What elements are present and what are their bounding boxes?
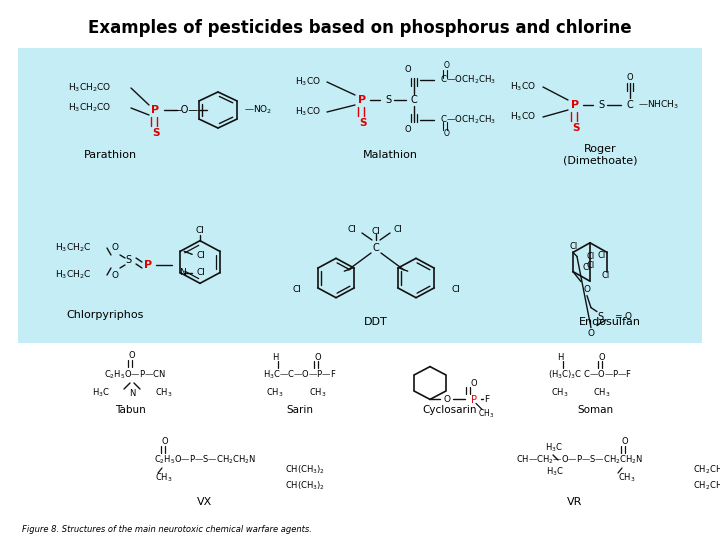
Text: $\mathsf{CH_3}$: $\mathsf{CH_3}$ [593,387,611,399]
Text: O: O [588,329,595,338]
Text: O: O [444,130,450,138]
Text: $\mathsf{C—OCH_2CH_3}$: $\mathsf{C—OCH_2CH_3}$ [440,74,496,86]
Text: Parathion: Parathion [84,150,137,160]
Text: O: O [405,65,411,75]
Text: O: O [129,350,135,360]
Text: $\mathsf{H_3CO}$: $\mathsf{H_3CO}$ [295,106,321,118]
Text: $\mathsf{H_3CO}$: $\mathsf{H_3CO}$ [295,76,321,88]
Text: $\mathsf{P}$: $\mathsf{P}$ [470,394,478,406]
Text: S: S [152,128,160,138]
Text: $\mathsf{H_3CH_2CO}$: $\mathsf{H_3CH_2CO}$ [68,82,112,94]
Text: Cl: Cl [451,285,460,294]
Text: $\mathsf{H_3CO}$: $\mathsf{H_3CO}$ [510,111,536,123]
Text: H: H [557,353,563,361]
Text: $\mathsf{CH_3}$: $\mathsf{CH_3}$ [155,387,173,399]
Text: $\mathsf{H_3CH_2C}$: $\mathsf{H_3CH_2C}$ [55,242,91,254]
Text: Cl: Cl [570,242,578,251]
Text: P: P [144,260,152,270]
Text: Examples of pesticides based on phosphorus and chlorine: Examples of pesticides based on phosphor… [88,19,632,37]
Text: $\mathsf{C_2H_5O—P—S—CH_2CH_2N}$: $\mathsf{C_2H_5O—P—S—CH_2CH_2N}$ [154,454,256,466]
Text: P: P [571,100,579,110]
Text: $\mathsf{(H_3C)_3C\ C—O—P—F}$: $\mathsf{(H_3C)_3C\ C—O—P—F}$ [548,369,632,381]
Text: S: S [359,118,366,128]
Text: S: S [125,255,131,265]
Text: Malathion: Malathion [362,150,418,160]
Text: Cl: Cl [587,252,595,261]
Text: $\mathsf{—NO_2}$: $\mathsf{—NO_2}$ [244,104,272,116]
Text: O: O [315,353,321,361]
Text: Roger
(Dimethoate): Roger (Dimethoate) [563,144,637,166]
Text: VR: VR [567,497,582,507]
Text: O: O [112,271,119,280]
Text: H: H [272,353,278,361]
Text: P: P [151,105,159,115]
Text: $\mathsf{H_3C—C—O—P—F}$: $\mathsf{H_3C—C—O—P—F}$ [264,369,337,381]
Text: O: O [444,62,450,71]
Text: Cl: Cl [196,268,205,277]
Text: N: N [179,268,186,277]
Text: $\mathsf{C—OCH_2CH_3}$: $\mathsf{C—OCH_2CH_3}$ [440,114,496,126]
Text: Cl: Cl [598,252,606,260]
Text: $\mathsf{CH_2CH_3}$: $\mathsf{CH_2CH_3}$ [693,464,720,476]
Text: C: C [373,243,379,253]
Text: O: O [471,379,477,388]
Text: $\mathsf{H_3C}$: $\mathsf{H_3C}$ [92,387,110,399]
Text: Chlorpyriphos: Chlorpyriphos [66,310,144,320]
Text: O: O [444,395,451,404]
Bar [18,48,702,343]
Text: O: O [599,353,606,361]
Text: S: S [572,123,580,133]
Text: Cl: Cl [602,271,611,280]
Text: $\mathsf{CH(CH_3)_2}$: $\mathsf{CH(CH_3)_2}$ [285,480,325,492]
Text: Figure 8. Structures of the main neurotoxic chemical warfare agents.: Figure 8. Structures of the main neuroto… [22,525,312,535]
Text: O: O [405,125,411,134]
Text: Cl: Cl [583,263,591,272]
Text: Cl: Cl [196,251,205,260]
Text: $\mathsf{H_3CO}$: $\mathsf{H_3CO}$ [510,81,536,93]
Text: Cl: Cl [196,226,204,235]
Text: O: O [583,285,590,294]
Text: $\mathsf{CH_2CH_2}$: $\mathsf{CH_2CH_2}$ [693,480,720,492]
Text: $\mathsf{CH_3}$: $\mathsf{CH_3}$ [618,472,636,484]
Text: Cl: Cl [394,226,403,234]
Text: $\mathsf{CH(CH_3)_2}$: $\mathsf{CH(CH_3)_2}$ [285,464,325,476]
Text: Cl: Cl [372,227,380,237]
Text: DDT: DDT [364,317,388,327]
Text: O: O [621,437,629,447]
Text: Cyclosarin: Cyclosarin [423,405,477,415]
Text: $\mathsf{H_3C}$: $\mathsf{H_3C}$ [545,442,563,454]
Text: F: F [484,395,489,404]
Text: $\mathsf{H_3C}$: $\mathsf{H_3C}$ [546,465,564,478]
Text: O: O [626,72,634,82]
Text: $\mathsf{=O}$: $\mathsf{=O}$ [613,310,632,321]
Text: S: S [598,100,604,110]
Text: O: O [162,437,168,447]
Text: Sarin: Sarin [287,405,313,415]
Text: O: O [112,244,119,253]
Text: $\mathsf{CH_3}$: $\mathsf{CH_3}$ [478,407,494,420]
Text: Cl: Cl [347,226,356,234]
Text: $\mathsf{H_3CH_2CO}$: $\mathsf{H_3CH_2CO}$ [68,102,112,114]
Text: Tabun: Tabun [114,405,145,415]
Text: —O—: —O— [171,105,199,115]
Text: $\mathsf{—NHCH_3}$: $\mathsf{—NHCH_3}$ [638,99,679,111]
Text: Soman: Soman [577,405,613,415]
Text: $\mathsf{CH_3}$: $\mathsf{CH_3}$ [266,387,284,399]
Text: $\mathsf{S}$: $\mathsf{S}$ [597,309,605,322]
Text: P: P [358,95,366,105]
Text: $\mathsf{C_2H_5O—P—CN}$: $\mathsf{C_2H_5O—P—CN}$ [104,369,166,381]
Text: $\mathsf{N}$: $\mathsf{N}$ [130,388,137,399]
Text: C: C [410,95,418,105]
Text: Cl: Cl [292,285,301,294]
Text: $\mathsf{CH_3}$: $\mathsf{CH_3}$ [309,387,327,399]
Text: Cl: Cl [587,261,595,270]
Text: $\mathsf{CH_3}$: $\mathsf{CH_3}$ [552,387,569,399]
Text: Endosulfan: Endosulfan [579,317,641,327]
Text: VX: VX [197,497,212,507]
Text: $\mathsf{CH—CH_2—O—P—S—CH_2CH_2N}$: $\mathsf{CH—CH_2—O—P—S—CH_2CH_2N}$ [516,454,644,466]
Text: C: C [626,100,634,110]
Text: $\mathsf{H_3CH_2C}$: $\mathsf{H_3CH_2C}$ [55,269,91,281]
Text: S: S [385,95,391,105]
Text: $\mathsf{CH_3}$: $\mathsf{CH_3}$ [155,472,173,484]
